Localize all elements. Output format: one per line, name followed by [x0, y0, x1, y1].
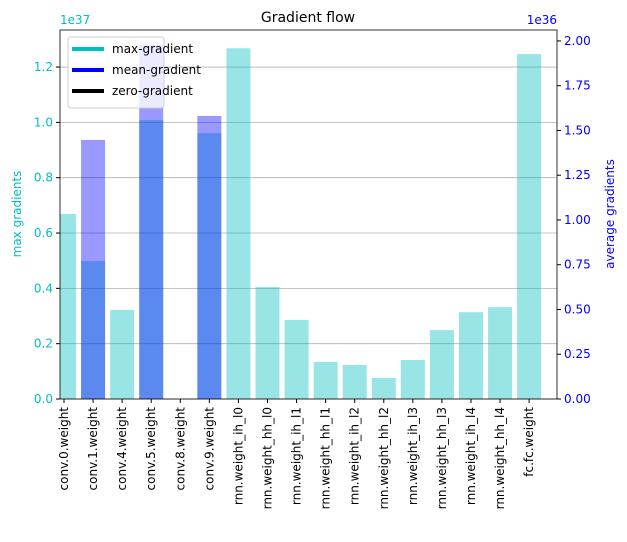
- legend-label: max-gradient: [112, 42, 193, 56]
- y2-tick-label: 0.50: [564, 302, 591, 316]
- y-tick-label: 0.8: [34, 171, 53, 185]
- bar: [255, 286, 280, 399]
- y2-tick-label: 1.25: [564, 168, 591, 182]
- y-tick-label: 1.2: [34, 60, 53, 74]
- y-tick-label: 1.0: [34, 115, 53, 129]
- x-tick-label: rnn.weight_ih_l2: [348, 407, 362, 505]
- y-tick-label: 0.4: [34, 281, 53, 295]
- bar: [226, 48, 251, 399]
- y2-tick-label: 0.00: [564, 392, 591, 406]
- y2-tick-label: 1.00: [564, 213, 591, 227]
- bar: [60, 213, 76, 399]
- y-axis-label: max gradients: [10, 171, 24, 258]
- x-tick-label: fc.fc.weight: [522, 407, 536, 477]
- x-tick-label: conv.8.weight: [173, 407, 187, 491]
- bar: [81, 260, 106, 399]
- bar: [458, 312, 483, 399]
- y2-tick-label: 0.75: [564, 258, 591, 272]
- x-tick-label: rnn.weight_ih_l0: [231, 407, 245, 505]
- x-tick-label: rnn.weight_ih_l4: [464, 407, 478, 505]
- y2-tick-label: 1.75: [564, 79, 591, 93]
- bar: [342, 364, 367, 399]
- x-tick-label: conv.9.weight: [202, 407, 216, 491]
- y2-offset: 1e36: [527, 13, 557, 27]
- bar: [429, 330, 454, 399]
- x-tick-label: rnn.weight_hh_l1: [319, 407, 333, 509]
- x-tick-label: conv.0.weight: [57, 407, 71, 491]
- bar: [488, 307, 513, 399]
- bar: [284, 319, 309, 399]
- bar: [81, 139, 106, 399]
- bar: [197, 115, 222, 399]
- y2-axis-label: average gradients: [603, 159, 617, 269]
- bar: [371, 377, 396, 399]
- y2-tick-label: 2.00: [564, 34, 591, 48]
- plot-frame: [59, 29, 558, 400]
- x-tick-label: conv.5.weight: [144, 407, 158, 491]
- bar: [517, 54, 542, 399]
- chart-title: Gradient flow: [261, 10, 355, 26]
- y2-tick-label: 1.50: [564, 123, 591, 137]
- bar: [313, 361, 338, 399]
- legend-label: zero-gradient: [112, 84, 193, 98]
- legend-label: mean-gradient: [112, 63, 201, 77]
- x-tick-label: rnn.weight_ih_l3: [406, 407, 420, 505]
- x-tick-label: rnn.weight_hh_l2: [377, 407, 391, 509]
- y-tick-label: 0.0: [34, 392, 53, 406]
- y-tick-label: 0.6: [34, 226, 53, 240]
- x-tick-label: rnn.weight_hh_l4: [493, 407, 507, 509]
- y2-tick-label: 0.25: [564, 347, 591, 361]
- bar: [197, 133, 222, 399]
- x-tick-label: rnn.weight_hh_l3: [435, 407, 449, 509]
- y-offset: 1e37: [60, 13, 90, 27]
- bar: [110, 309, 135, 399]
- bar: [139, 120, 164, 399]
- x-tick-label: conv.1.weight: [86, 407, 100, 491]
- y-tick-label: 0.2: [34, 337, 53, 351]
- x-tick-label: rnn.weight_ih_l1: [290, 407, 304, 505]
- bar: [400, 359, 425, 399]
- x-tick-label: rnn.weight_hh_l0: [260, 407, 274, 509]
- x-tick-label: conv.4.weight: [115, 407, 129, 491]
